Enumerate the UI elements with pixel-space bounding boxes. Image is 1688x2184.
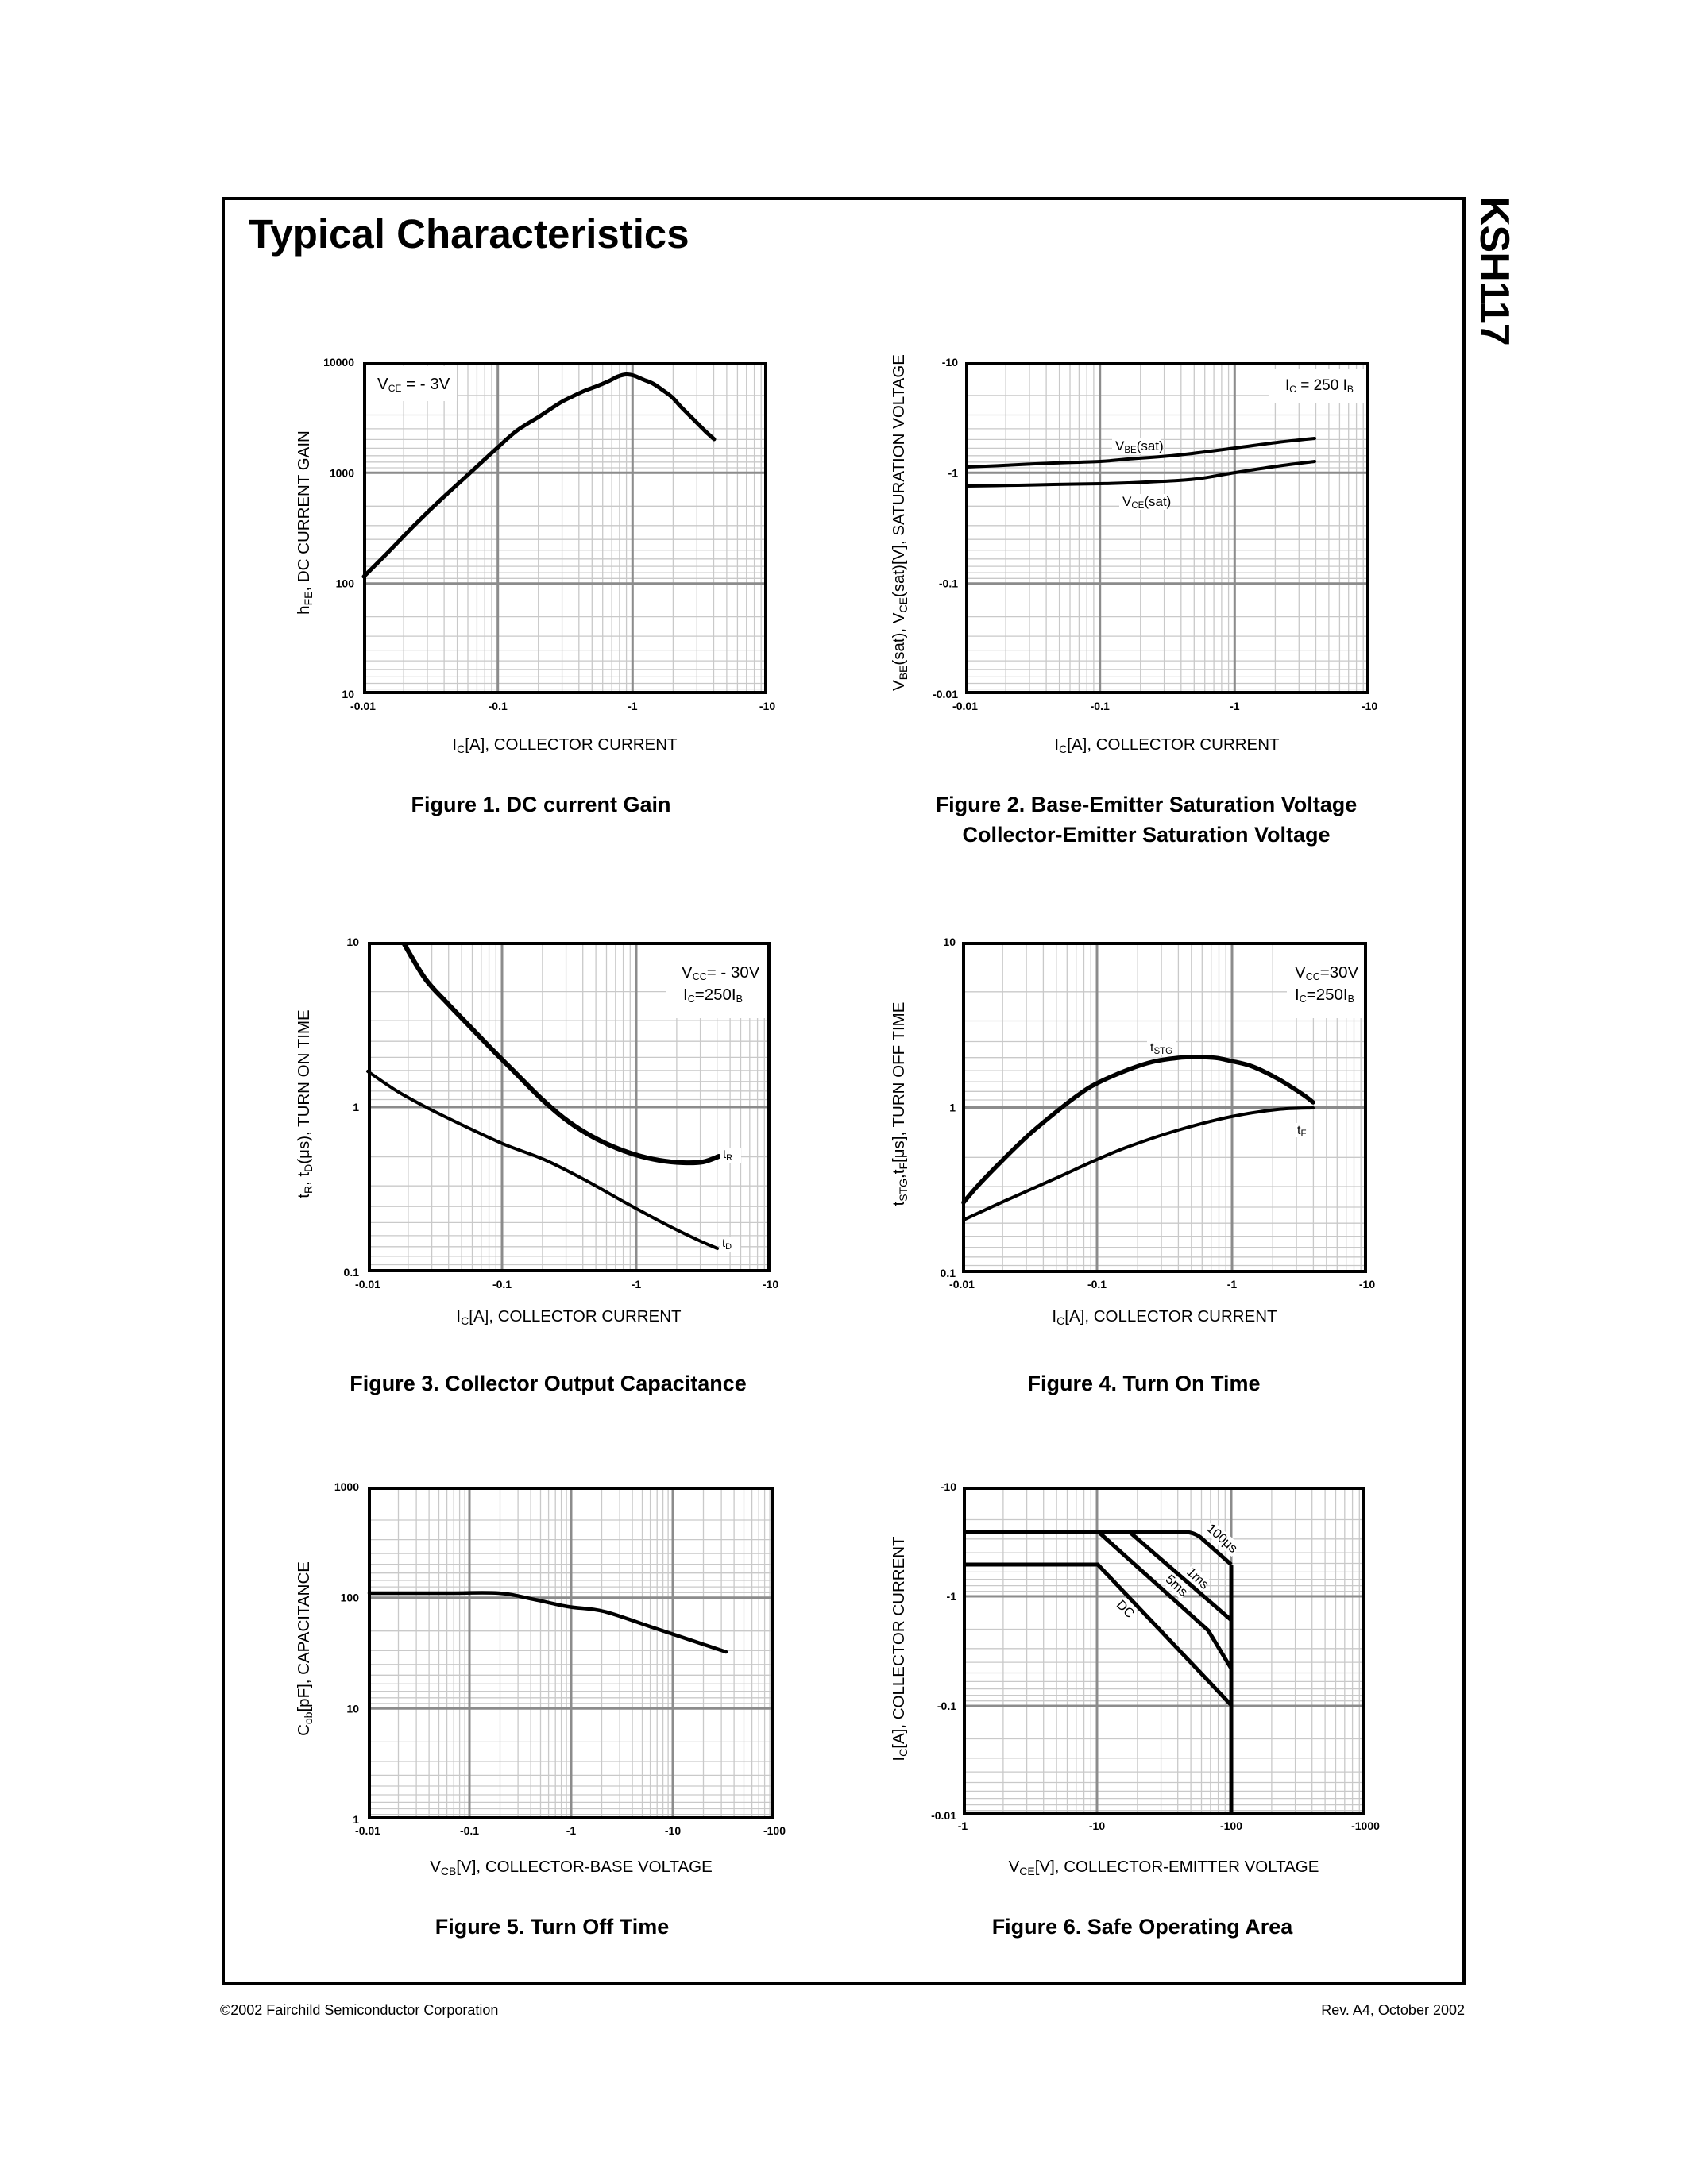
svg-text:1: 1 <box>353 1813 359 1826</box>
svg-text:1000: 1000 <box>334 1480 359 1493</box>
svg-text:tR, tD(μs), TURN ON TIME: tR, tD(μs), TURN ON TIME <box>295 1009 315 1198</box>
svg-text:1: 1 <box>353 1101 359 1113</box>
svg-text:0.1: 0.1 <box>941 1267 956 1279</box>
svg-text:©2002 Fairchild Semiconductor: ©2002 Fairchild Semiconductor Corporatio… <box>220 2002 498 2018</box>
svg-text:Cob[pF], CAPACITANCE: Cob[pF], CAPACITANCE <box>295 1561 315 1736</box>
svg-text:1: 1 <box>949 1102 956 1114</box>
svg-text:100: 100 <box>336 577 355 590</box>
svg-text:-0.1: -0.1 <box>460 1824 479 1837</box>
svg-text:tD: tD <box>722 1237 732 1252</box>
svg-text:Figure 6. Safe Operating Area: Figure 6. Safe Operating Area <box>992 1915 1294 1939</box>
svg-text:tR: tR <box>723 1148 732 1163</box>
svg-text:-10: -10 <box>941 1480 956 1493</box>
svg-text:Figure 2. Base-Emitter Saturat: Figure 2. Base-Emitter Saturation Voltag… <box>936 793 1358 816</box>
svg-text:VBE(sat): VBE(sat) <box>1115 438 1164 455</box>
svg-text:100: 100 <box>341 1592 360 1604</box>
svg-text:-0.1: -0.1 <box>937 1700 956 1712</box>
svg-text:-1: -1 <box>1230 700 1240 712</box>
svg-text:-10: -10 <box>763 1278 778 1291</box>
svg-text:IC[A], COLLECTOR CURRENT: IC[A], COLLECTOR CURRENT <box>890 1536 910 1761</box>
svg-text:-10: -10 <box>1359 1278 1375 1291</box>
svg-text:Figure 4. Turn On Time: Figure 4. Turn On Time <box>1027 1372 1260 1395</box>
svg-text:IC[A], COLLECTOR CURRENT: IC[A], COLLECTOR CURRENT <box>456 1307 682 1327</box>
svg-text:-0.1: -0.1 <box>492 1278 512 1291</box>
svg-text:VCE = - 3V: VCE = - 3V <box>377 375 450 394</box>
svg-text:Rev. A4, October 2002: Rev. A4, October 2002 <box>1321 2002 1465 2018</box>
svg-text:Collector-Emitter Saturation V: Collector-Emitter Saturation Voltage <box>962 823 1330 847</box>
svg-text:-10: -10 <box>1089 1819 1105 1832</box>
svg-text:-10: -10 <box>759 700 775 712</box>
svg-text:-10: -10 <box>1362 700 1377 712</box>
svg-text:-1: -1 <box>632 1278 642 1291</box>
svg-text:-0.01: -0.01 <box>933 688 958 700</box>
svg-text:IC=250IB: IC=250IB <box>683 986 743 1005</box>
svg-text:-0.1: -0.1 <box>489 700 508 712</box>
svg-text:VCB[V], COLLECTOR-BASE VOLTAGE: VCB[V], COLLECTOR-BASE VOLTAGE <box>430 1858 713 1877</box>
svg-text:-0.01: -0.01 <box>949 1278 975 1291</box>
svg-text:0.1: 0.1 <box>344 1266 360 1279</box>
svg-text:1000: 1000 <box>330 466 354 479</box>
svg-text:IC=250IB: IC=250IB <box>1295 986 1354 1005</box>
svg-text:VCC= - 30V: VCC= - 30V <box>682 963 760 982</box>
svg-text:10: 10 <box>346 1702 359 1715</box>
svg-text:-1: -1 <box>947 1590 957 1603</box>
svg-text:-100: -100 <box>1220 1819 1242 1832</box>
svg-text:10000: 10000 <box>323 356 354 369</box>
svg-text:-0.01: -0.01 <box>952 700 978 712</box>
svg-text:VCE[V], COLLECTOR-EMITTER VOLT: VCE[V], COLLECTOR-EMITTER VOLTAGE <box>1009 1858 1319 1877</box>
svg-text:VCE(sat): VCE(sat) <box>1122 494 1171 511</box>
svg-text:IC[A], COLLECTOR CURRENT: IC[A], COLLECTOR CURRENT <box>1054 735 1280 755</box>
svg-text:-1: -1 <box>948 466 959 479</box>
svg-text:KSH117: KSH117 <box>1471 196 1517 345</box>
svg-text:-1: -1 <box>1227 1278 1238 1291</box>
svg-text:VBE(sat), VCE(sat)[V], SATURAT: VBE(sat), VCE(sat)[V], SATURATION VOLTAG… <box>890 354 910 691</box>
svg-text:Figure 5. Turn Off Time: Figure 5. Turn Off Time <box>435 1915 670 1939</box>
svg-text:10: 10 <box>342 688 354 700</box>
svg-text:tF: tF <box>1297 1124 1306 1139</box>
svg-text:-0.01: -0.01 <box>355 1824 380 1837</box>
svg-text:10: 10 <box>346 936 359 948</box>
svg-text:10: 10 <box>943 936 956 948</box>
svg-text:-0.1: -0.1 <box>939 577 958 590</box>
svg-text:-0.01: -0.01 <box>355 1278 380 1291</box>
svg-text:IC[A], COLLECTOR CURRENT: IC[A], COLLECTOR CURRENT <box>1052 1307 1277 1327</box>
svg-text:tSTG,tF[μs], TURN OFF TIME: tSTG,tF[μs], TURN OFF TIME <box>890 1002 910 1206</box>
svg-text:-0.1: -0.1 <box>1091 700 1110 712</box>
svg-text:Figure 1. DC current Gain: Figure 1. DC current Gain <box>411 793 670 816</box>
svg-text:-1000: -1000 <box>1351 1819 1380 1832</box>
svg-text:-1: -1 <box>958 1819 968 1832</box>
svg-text:-10: -10 <box>665 1824 681 1837</box>
svg-text:VCC=30V: VCC=30V <box>1295 963 1359 982</box>
svg-text:tSTG: tSTG <box>1150 1041 1172 1056</box>
svg-text:-0.1: -0.1 <box>1087 1278 1107 1291</box>
svg-text:-100: -100 <box>763 1824 786 1837</box>
svg-text:-10: -10 <box>942 356 958 369</box>
svg-text:IC = 250 IB: IC = 250 IB <box>1285 377 1354 395</box>
svg-text:-0.01: -0.01 <box>350 700 376 712</box>
svg-text:-1: -1 <box>628 700 638 712</box>
svg-text:-1: -1 <box>566 1824 577 1837</box>
svg-text:-0.01: -0.01 <box>931 1809 956 1822</box>
svg-text:hFE, DC CURRENT GAIN: hFE, DC CURRENT GAIN <box>295 430 315 615</box>
svg-text:IC[A], COLLECTOR CURRENT: IC[A], COLLECTOR CURRENT <box>452 735 678 755</box>
svg-text:Figure 3. Collector Output Cap: Figure 3. Collector Output Capacitance <box>350 1372 747 1395</box>
svg-text:Typical Characteristics: Typical Characteristics <box>249 211 689 257</box>
